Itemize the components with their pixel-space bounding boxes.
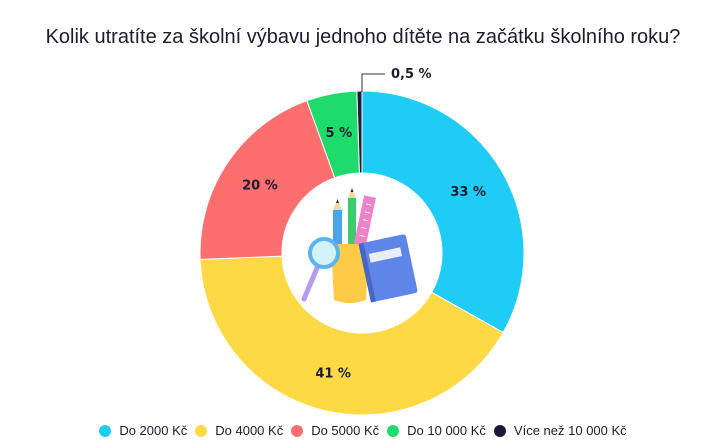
slice-label: 0,5 % <box>391 67 432 82</box>
legend-item: Do 4000 Kč <box>195 423 283 438</box>
legend-item: Více než 10 000 Kč <box>493 423 627 438</box>
legend-swatch <box>195 424 208 437</box>
legend-label: Do 5000 Kč <box>311 423 380 438</box>
slice-label: 5 % <box>326 126 353 141</box>
slice-do-5000-k- <box>199 100 336 260</box>
legend-swatch <box>387 424 400 437</box>
slice-label: 33 % <box>450 185 486 200</box>
slice-label: 20 % <box>242 178 278 193</box>
slice-do-2000-k- <box>361 90 525 334</box>
legend-item: Do 5000 Kč <box>291 423 379 438</box>
legend-label: Do 10 000 Kč <box>407 423 486 438</box>
legend-label: Do 2000 Kč <box>119 423 188 438</box>
legend-item: Do 10 000 Kč <box>387 423 486 438</box>
legend-label: Do 4000 Kč <box>215 423 284 438</box>
legend-swatch <box>99 424 112 437</box>
slice-do-4000-k- <box>199 255 504 416</box>
legend: Do 2000 Kč Do 4000 Kč Do 5000 Kč Do 10 000 … <box>0 423 726 438</box>
legend-label: Více než 10 000 Kč <box>513 423 627 438</box>
school-supplies-illustration <box>301 188 418 303</box>
legend-item: Do 2000 Kč <box>99 423 187 438</box>
chart-title: Kolik utratíte za školní výbavu jednoho … <box>45 26 681 48</box>
slice-label: 41 % <box>315 367 351 382</box>
legend-swatch <box>493 424 506 437</box>
legend-swatch <box>291 424 304 437</box>
slice-v-ce-ne-10-000-k- <box>356 90 363 174</box>
